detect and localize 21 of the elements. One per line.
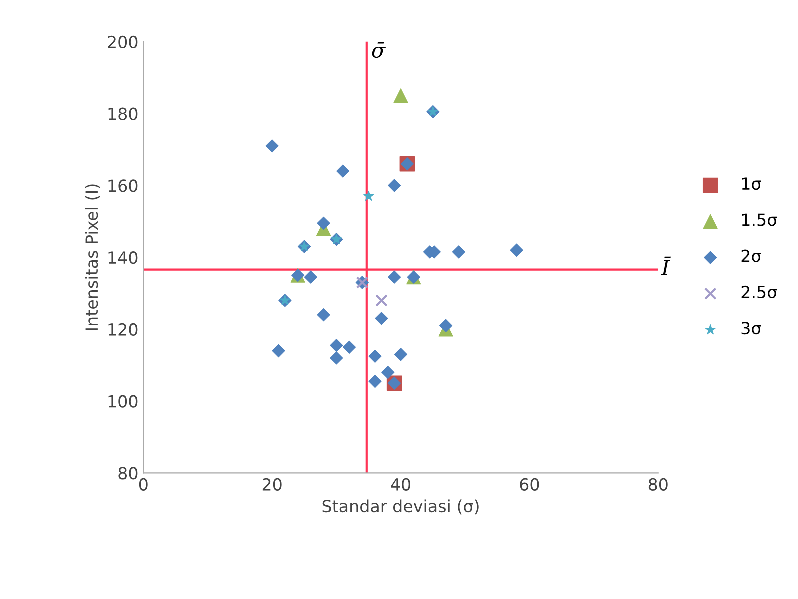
x-tick-label: 40 [391, 478, 410, 491]
legend-label: 3σ [742, 322, 762, 335]
x-tick-label: 60 [520, 478, 540, 491]
ref-line-label: σ̄ [372, 42, 386, 58]
legend-label: 2.5σ [742, 286, 778, 299]
y-axis-title: Intensitas Pixel (I) [85, 184, 100, 330]
y-tick-label: 80 [118, 467, 138, 480]
y-tick-label: 200 [108, 36, 138, 48]
x-tick-label: 0 [139, 478, 148, 491]
legend-label: 2σ [742, 250, 762, 262]
y-tick-label: 160 [108, 180, 138, 192]
x-tick-label: 20 [262, 478, 282, 491]
y-tick-label: 140 [108, 252, 138, 264]
ref-line-label: Ī [661, 256, 671, 276]
legend-label: 1σ [742, 178, 762, 190]
legend-label: 1.5σ [742, 214, 778, 226]
x-axis-title: Standar deviasi (σ) [322, 500, 479, 515]
y-tick-label: 100 [108, 395, 138, 408]
y-tick-label: 180 [108, 108, 138, 120]
y-tick-label: 120 [108, 323, 138, 336]
x-tick-label: 80 [648, 478, 668, 491]
